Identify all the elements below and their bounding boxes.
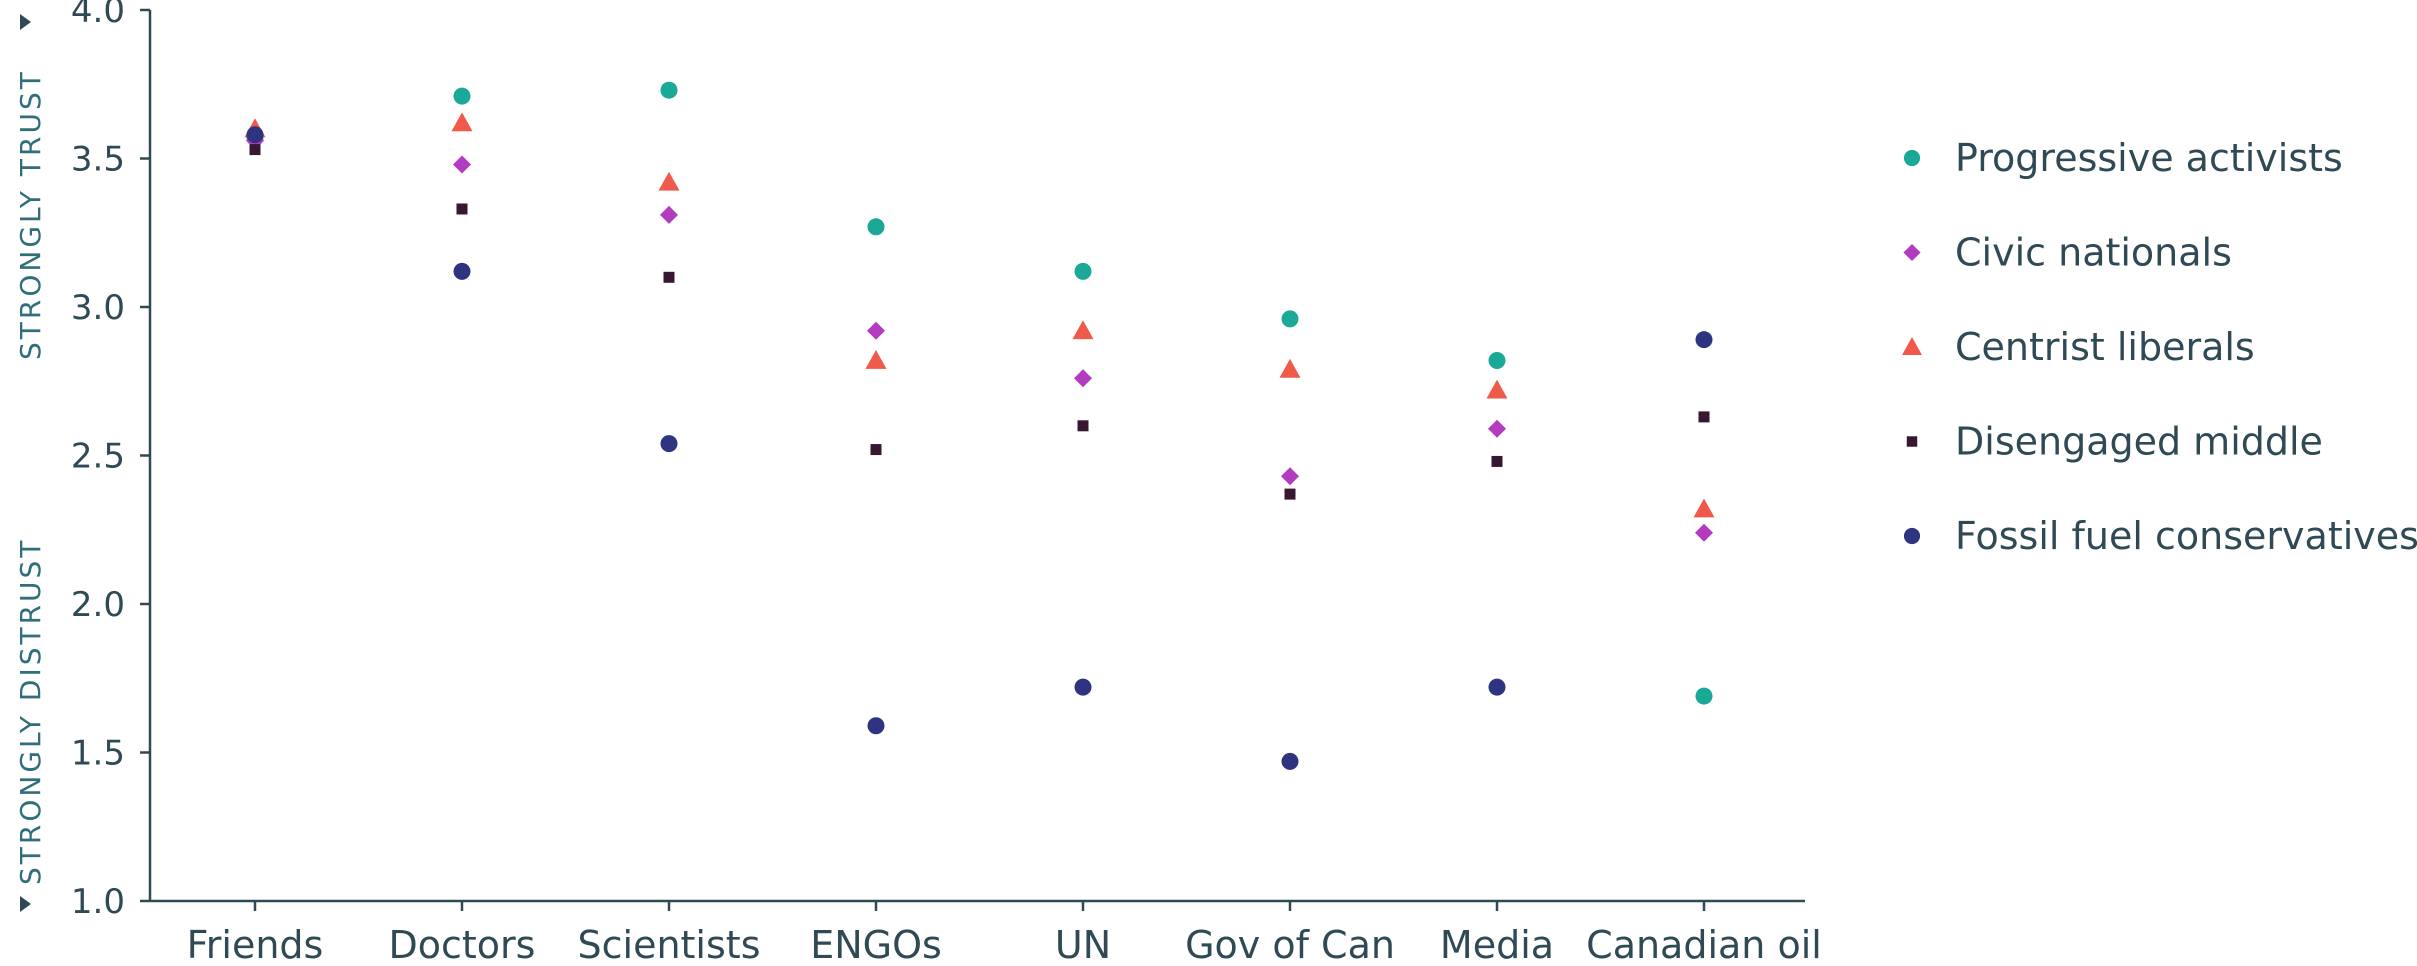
- data-point: [453, 87, 471, 105]
- y-label-distrust: STRONGLY DISTRUST: [14, 538, 47, 885]
- x-tick-label: Doctors: [389, 923, 536, 966]
- x-ticks: Friends Doctors Scientists ENGOs UN Gov of Ca…: [187, 901, 1822, 966]
- data-point: [456, 203, 468, 215]
- data-point: [867, 321, 885, 340]
- data-point: [246, 126, 264, 144]
- data-point: [451, 112, 473, 132]
- series-4: [246, 126, 1713, 770]
- legend-marker-icon: [1902, 337, 1922, 355]
- data-point: [1074, 369, 1092, 388]
- y-tick-label: 4.0: [71, 0, 125, 31]
- y-label-trust: STRONGLY TRUST: [14, 69, 47, 360]
- data-point: [1281, 752, 1299, 770]
- data-point: [1077, 420, 1089, 432]
- data-point: [1488, 419, 1506, 438]
- axes: [148, 10, 1805, 903]
- data-point: [1074, 262, 1092, 280]
- distrust-arrow-icon: [20, 896, 31, 912]
- data-point: [870, 444, 882, 456]
- trust-arrow-icon: [20, 14, 31, 30]
- y-tick-label: 3.5: [71, 140, 125, 180]
- x-tick-label: Scientists: [578, 923, 761, 966]
- data-point: [1491, 455, 1503, 467]
- data-point: [1074, 678, 1092, 696]
- data-points: [244, 81, 1715, 770]
- y-tick-label: 1.5: [71, 734, 125, 774]
- series-3: [249, 144, 1710, 500]
- series-1: [246, 131, 1713, 542]
- y-ticks: 1.0 1.5 2.0 2.5 3.0 3.5 4.0: [71, 0, 150, 922]
- data-point: [663, 271, 675, 283]
- legend-label: Civic nationals: [1955, 231, 2232, 275]
- legend-marker-icon: [1906, 436, 1918, 447]
- y-side-labels: STRONGLY TRUST STRONGLY DISTRUST: [14, 14, 47, 912]
- data-point: [1693, 498, 1715, 518]
- data-point: [1488, 351, 1506, 369]
- legend: Progressive activists Civic nationals Cent…: [1902, 136, 2417, 558]
- data-point: [1695, 331, 1713, 349]
- data-point: [660, 435, 678, 453]
- data-point: [865, 349, 887, 369]
- legend-label: Centrist liberals: [1955, 325, 2255, 369]
- data-point: [1488, 678, 1506, 696]
- data-point: [658, 171, 680, 191]
- legend-label: Fossil fuel conservatives: [1955, 514, 2417, 558]
- data-point: [1284, 488, 1296, 500]
- data-point: [660, 81, 678, 99]
- x-tick-label: Gov of Can: [1185, 923, 1395, 966]
- x-tick-label: ENGOs: [810, 923, 942, 966]
- data-point: [249, 144, 261, 156]
- data-point: [453, 262, 471, 280]
- data-point: [1072, 320, 1094, 340]
- data-point: [1279, 358, 1301, 378]
- data-point: [1281, 467, 1299, 486]
- legend-marker-icon: [1903, 149, 1921, 167]
- x-tick-label: Media: [1440, 923, 1554, 966]
- y-tick-label: 2.5: [71, 437, 125, 477]
- legend-label: Disengaged middle: [1955, 420, 2323, 464]
- x-tick-label: UN: [1055, 923, 1111, 966]
- data-point: [660, 205, 678, 224]
- legend-marker-icon: [1903, 527, 1921, 545]
- data-point: [453, 155, 471, 174]
- data-point: [1281, 310, 1299, 328]
- data-point: [1695, 687, 1713, 705]
- data-point: [867, 218, 885, 236]
- data-point: [1486, 379, 1508, 399]
- y-tick-label: 2.0: [71, 585, 125, 625]
- data-point: [867, 717, 885, 735]
- data-point: [1695, 523, 1713, 542]
- x-tick-label: Canadian oil: [1586, 923, 1822, 966]
- legend-label: Progressive activists: [1955, 136, 2343, 180]
- x-tick-label: Friends: [187, 923, 324, 966]
- y-tick-label: 3.0: [71, 288, 125, 328]
- y-tick-label: 1.0: [71, 882, 125, 922]
- legend-marker-icon: [1903, 243, 1921, 262]
- data-point: [1698, 411, 1710, 423]
